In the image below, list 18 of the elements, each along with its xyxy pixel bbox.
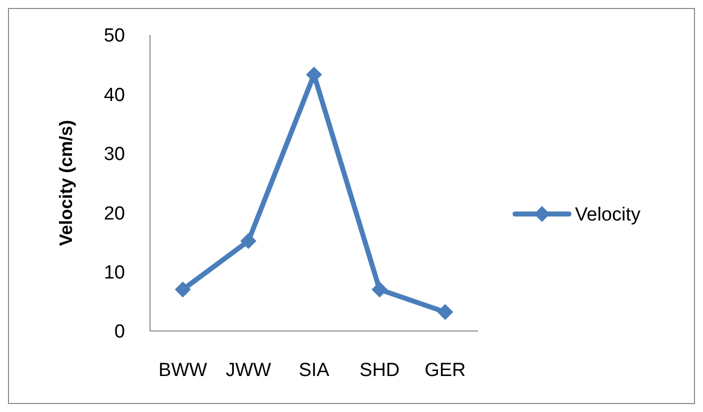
point — [240, 233, 256, 250]
y-tick-label: 30 — [104, 144, 125, 166]
x-tick-label: GER — [424, 360, 466, 381]
x-tick-label: BWW — [158, 360, 208, 381]
y-tick-label: 10 — [104, 262, 125, 284]
legend-label: Velocity — [575, 204, 641, 226]
x-tick-label: JWW — [226, 360, 272, 381]
point — [306, 66, 322, 83]
y-tick-label: 50 — [104, 26, 125, 47]
y-tick-label: 0 — [114, 322, 125, 343]
point — [372, 282, 388, 298]
y-axis-title: Velocity (cm/s) — [56, 120, 76, 246]
point — [437, 304, 454, 320]
x-tick-label: SIA — [298, 360, 330, 381]
y-tick-label: 20 — [104, 203, 125, 224]
x-tick-label: SHD — [360, 360, 400, 381]
point — [174, 282, 191, 298]
y-tick-label: 40 — [104, 84, 125, 106]
